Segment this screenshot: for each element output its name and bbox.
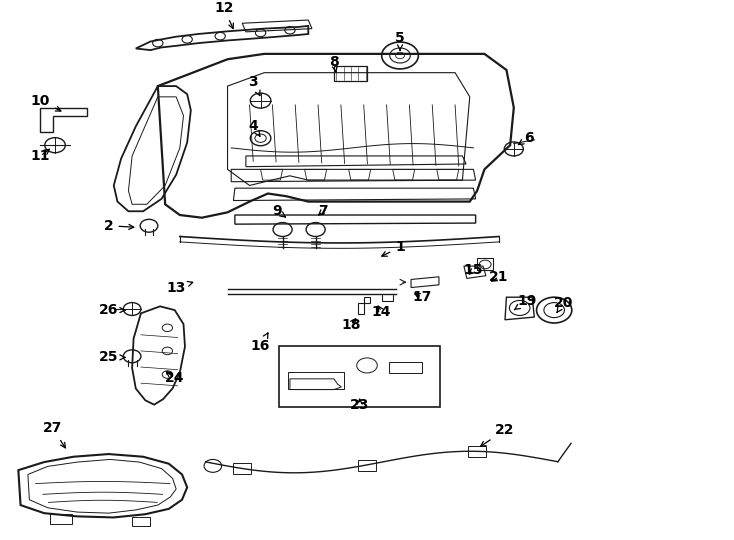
Bar (389, 362, 422, 374)
Text: 27: 27 (43, 421, 65, 448)
Text: 13: 13 (167, 281, 193, 294)
Bar (233, 463, 251, 474)
Text: 1: 1 (382, 240, 405, 256)
Text: 16: 16 (251, 333, 270, 353)
Text: 25: 25 (99, 350, 125, 365)
Text: 14: 14 (372, 305, 391, 319)
Bar (279, 346, 440, 407)
Text: 26: 26 (99, 303, 125, 317)
Bar (288, 373, 344, 388)
Text: 12: 12 (214, 1, 233, 29)
Text: 19: 19 (515, 294, 537, 309)
Text: 15: 15 (464, 264, 483, 278)
Text: 2: 2 (103, 219, 134, 233)
Text: 6: 6 (518, 131, 534, 145)
Text: 23: 23 (350, 397, 369, 411)
Text: 18: 18 (341, 318, 360, 332)
Text: 21: 21 (490, 270, 509, 284)
Text: 4: 4 (248, 119, 260, 137)
Text: 10: 10 (31, 93, 61, 111)
Bar (132, 517, 150, 526)
Text: 5: 5 (395, 31, 405, 50)
Bar (50, 514, 72, 524)
Text: 22: 22 (481, 423, 515, 447)
Bar (468, 446, 486, 457)
Text: 8: 8 (329, 55, 339, 72)
Bar (358, 460, 376, 470)
Text: 7: 7 (318, 204, 328, 218)
Text: 17: 17 (413, 290, 432, 304)
Text: 24: 24 (165, 371, 184, 385)
Text: 11: 11 (31, 149, 50, 163)
Text: 20: 20 (554, 295, 573, 313)
Text: 9: 9 (272, 204, 286, 218)
Text: 3: 3 (248, 76, 260, 96)
